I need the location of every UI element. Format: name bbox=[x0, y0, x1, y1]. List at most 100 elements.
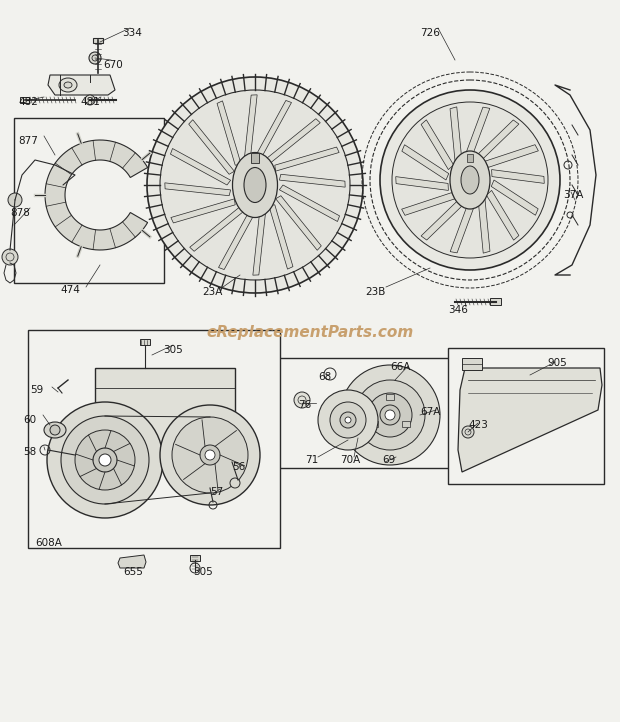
Circle shape bbox=[85, 95, 95, 105]
Circle shape bbox=[89, 52, 101, 64]
Circle shape bbox=[368, 393, 412, 437]
Ellipse shape bbox=[450, 151, 490, 209]
Circle shape bbox=[200, 445, 220, 465]
Bar bbox=[490, 298, 501, 305]
Bar bbox=[386, 394, 394, 400]
Bar bbox=[140, 339, 150, 345]
Text: 877: 877 bbox=[18, 136, 38, 146]
Bar bbox=[370, 421, 378, 427]
Text: 69: 69 bbox=[382, 455, 396, 465]
Polygon shape bbox=[464, 107, 490, 158]
Polygon shape bbox=[266, 118, 321, 165]
Circle shape bbox=[2, 249, 18, 265]
Polygon shape bbox=[467, 154, 473, 162]
Text: 474: 474 bbox=[60, 285, 80, 295]
Bar bbox=[95, 368, 235, 463]
Polygon shape bbox=[218, 209, 255, 269]
Circle shape bbox=[330, 402, 366, 438]
Text: 670: 670 bbox=[103, 60, 123, 70]
Polygon shape bbox=[275, 147, 339, 171]
Ellipse shape bbox=[44, 422, 66, 438]
Bar bbox=[190, 555, 200, 561]
Polygon shape bbox=[280, 185, 340, 222]
Polygon shape bbox=[269, 205, 293, 269]
Polygon shape bbox=[421, 120, 454, 170]
Circle shape bbox=[205, 450, 215, 460]
Polygon shape bbox=[93, 38, 103, 43]
Polygon shape bbox=[255, 100, 291, 160]
Polygon shape bbox=[486, 191, 519, 240]
Circle shape bbox=[392, 102, 548, 258]
Circle shape bbox=[380, 405, 400, 425]
Text: 23A: 23A bbox=[202, 287, 223, 297]
Polygon shape bbox=[485, 144, 538, 168]
Polygon shape bbox=[276, 196, 321, 251]
Text: 305: 305 bbox=[163, 345, 183, 355]
Text: 58: 58 bbox=[23, 447, 36, 457]
Text: 67A: 67A bbox=[420, 407, 440, 417]
Polygon shape bbox=[491, 180, 538, 215]
Polygon shape bbox=[478, 199, 490, 253]
Ellipse shape bbox=[461, 166, 479, 194]
Polygon shape bbox=[48, 75, 115, 95]
Text: 608A: 608A bbox=[35, 538, 62, 548]
Circle shape bbox=[93, 448, 117, 472]
Circle shape bbox=[230, 478, 240, 488]
Bar bbox=[14, 118, 164, 283]
Polygon shape bbox=[253, 209, 266, 275]
Circle shape bbox=[340, 412, 356, 428]
Text: 59: 59 bbox=[30, 385, 43, 395]
Bar bbox=[270, 358, 450, 468]
Circle shape bbox=[47, 402, 163, 518]
Circle shape bbox=[160, 405, 260, 505]
Circle shape bbox=[8, 193, 22, 207]
Circle shape bbox=[385, 410, 395, 420]
Polygon shape bbox=[190, 206, 244, 251]
Polygon shape bbox=[244, 95, 257, 161]
Text: 66A: 66A bbox=[390, 362, 410, 372]
Polygon shape bbox=[251, 153, 259, 163]
Polygon shape bbox=[402, 193, 455, 215]
Text: 56: 56 bbox=[232, 462, 246, 472]
Polygon shape bbox=[280, 174, 345, 187]
Polygon shape bbox=[118, 555, 146, 568]
Bar bbox=[28, 330, 280, 548]
Text: 71: 71 bbox=[305, 455, 318, 465]
Circle shape bbox=[147, 77, 363, 293]
Text: 60: 60 bbox=[23, 415, 36, 425]
Circle shape bbox=[340, 365, 440, 465]
Text: 334: 334 bbox=[122, 28, 142, 38]
Polygon shape bbox=[421, 199, 464, 240]
Ellipse shape bbox=[64, 82, 72, 88]
Polygon shape bbox=[450, 107, 462, 161]
Ellipse shape bbox=[59, 78, 77, 92]
Polygon shape bbox=[171, 199, 235, 223]
Text: 905: 905 bbox=[547, 358, 567, 368]
Circle shape bbox=[294, 392, 310, 408]
Circle shape bbox=[172, 417, 248, 493]
Polygon shape bbox=[217, 101, 241, 165]
Polygon shape bbox=[45, 140, 148, 250]
Circle shape bbox=[50, 425, 60, 435]
Polygon shape bbox=[396, 177, 448, 191]
Bar bbox=[448, 348, 604, 484]
Text: 726: 726 bbox=[420, 28, 440, 38]
Text: 878: 878 bbox=[10, 208, 30, 218]
Text: 68: 68 bbox=[318, 372, 331, 382]
Circle shape bbox=[462, 426, 474, 438]
Ellipse shape bbox=[244, 168, 266, 202]
Text: eReplacementParts.com: eReplacementParts.com bbox=[206, 324, 414, 339]
Circle shape bbox=[380, 90, 560, 270]
Polygon shape bbox=[165, 183, 231, 196]
Circle shape bbox=[345, 417, 351, 423]
Text: 23B: 23B bbox=[365, 287, 386, 297]
Circle shape bbox=[318, 390, 378, 450]
Text: 37A: 37A bbox=[563, 190, 583, 200]
Circle shape bbox=[75, 430, 135, 490]
Text: 482: 482 bbox=[18, 97, 38, 107]
Polygon shape bbox=[450, 202, 476, 253]
Bar bbox=[402, 421, 410, 427]
Text: 655: 655 bbox=[123, 567, 143, 577]
Ellipse shape bbox=[232, 152, 278, 217]
Polygon shape bbox=[458, 368, 602, 472]
